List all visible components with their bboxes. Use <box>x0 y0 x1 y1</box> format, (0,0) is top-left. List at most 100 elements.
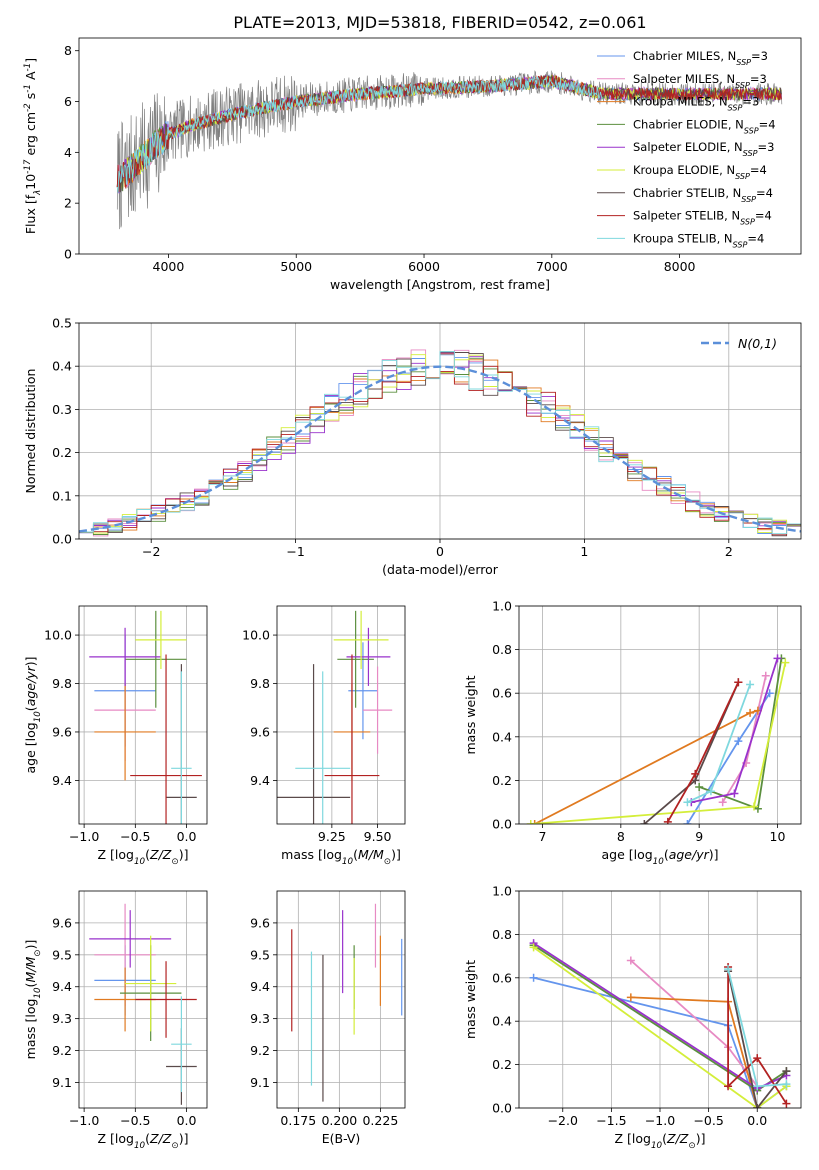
spectrum-legend-label: Salpeter MILES, NSSP=3 <box>633 72 767 90</box>
mass-weight-vs-Z-series-line <box>727 967 788 1105</box>
mass-weight-vs-age-xtick-label: 7 <box>539 829 547 844</box>
residuals-xtick-label: −1 <box>286 544 304 559</box>
mass-weight-vs-Z-series-marker <box>626 993 635 1002</box>
spectrum-xtick-label: 8000 <box>664 259 696 274</box>
mass-weight-vs-age-series-marker <box>706 787 715 796</box>
mass-weight-vs-Z-panel: −2.0 −1.5 −1.0 −0.5 0.0 0.0 0.2 0.4 0.6 0.8 1.0 Z [… <box>463 884 802 1151</box>
mass-weight-vs-age-ytick-label: 0.8 <box>492 642 512 657</box>
mass-vs-ebv-ytick-label: 9.5 <box>250 947 270 962</box>
mass-weight-vs-Z-series-marker <box>753 1054 762 1063</box>
mass-weight-vs-age-series-marker <box>761 671 770 680</box>
mass-weight-vs-Z-plot-area <box>529 939 791 1108</box>
mass-weight-vs-Z-series-marker <box>782 1067 791 1076</box>
mass-weight-vs-Z-series-marker <box>753 1104 762 1108</box>
age-vs-Z-ytick-label: 9.8 <box>52 676 72 691</box>
mass-weight-vs-Z-series-marker <box>724 1082 733 1091</box>
spectrum-xtick-label: 5000 <box>280 259 312 274</box>
spectrum-model-line <box>116 76 604 193</box>
residuals-ylabel: Normed distribution <box>23 369 38 494</box>
spectrum-ytick-label: 6 <box>64 94 72 109</box>
mass-weight-vs-Z-ytick-label: 0.6 <box>492 970 512 985</box>
mass-weight-vs-age-series-marker <box>730 789 739 798</box>
mass-vs-ebv-panel: 0.175 0.200 0.225 9.1 9.2 9.3 9.4 9.5 9.6 E(B-V) <box>250 890 406 1146</box>
spectrum-ytick-label: 2 <box>64 196 72 211</box>
spectrum-legend-label: Salpeter STELIB, NSSP=4 <box>633 209 772 227</box>
age-vs-mass-errorbar-point <box>348 642 378 740</box>
mass-weight-vs-age-series-marker <box>746 680 755 689</box>
age-vs-mass-panel: 9.25 9.50 9.4 9.6 9.8 10.0 mass [log10(M/M⊙)] <box>242 605 406 867</box>
mass-weight-vs-age-series <box>526 658 790 824</box>
mass-vs-ebv-xlabel: E(B-V) <box>322 1131 361 1146</box>
residuals-ytick-label: 0.1 <box>52 488 72 503</box>
mass-weight-vs-age-xtick-label: 9 <box>695 829 703 844</box>
mass-weight-vs-age-series-marker <box>750 802 758 811</box>
mass-weight-vs-age-series-marker <box>683 820 692 824</box>
mass-weight-vs-Z-xtick-label: −1.0 <box>645 1113 675 1128</box>
mass-weight-vs-age-ytick-label: 0.4 <box>492 729 512 744</box>
mass-weight-vs-Z-xtick-label: −1.5 <box>596 1113 626 1128</box>
mass-vs-ebv-plot-area <box>291 903 403 1102</box>
mass-vs-Z-ylabel: mass [log10(M/M⊙)] <box>23 940 43 1060</box>
mass-weight-vs-age-series <box>718 671 770 807</box>
age-vs-mass-xtick-label: 9.25 <box>318 829 346 844</box>
mass-weight-vs-Z-xtick-label: −0.5 <box>693 1113 723 1128</box>
age-vs-mass-xtick-label: 9.50 <box>364 829 392 844</box>
mass-weight-vs-age-series-marker <box>734 678 743 687</box>
mass-vs-ebv-ytick-label: 9.3 <box>250 1011 270 1026</box>
mass-weight-vs-Z-series-marker <box>529 943 538 952</box>
mass-weight-vs-age-xlabel: age [log10(age/yr)] <box>601 847 718 867</box>
panels: 4000 5000 6000 7000 8000 0 2 4 6 8 wavelength [Ang… <box>23 37 802 1151</box>
mass-vs-Z-xtick-label: −1.0 <box>69 1113 99 1128</box>
spectrum-legend-label: Chabrier STELIB, NSSP=4 <box>633 186 773 204</box>
age-vs-mass-frame <box>276 605 406 825</box>
residuals-plot-area <box>79 349 801 537</box>
mass-weight-vs-Z-series <box>724 965 791 1091</box>
mass-weight-vs-age-ytick-label: 0.0 <box>492 817 512 832</box>
residuals-ytick-label: 0.0 <box>52 532 72 547</box>
residuals-xlabel: (data-model)/error <box>382 562 499 577</box>
spectrum-xlabel: wavelength [Angstrom, rest frame] <box>330 277 550 292</box>
mass-vs-Z-errorbar-point <box>125 935 177 1032</box>
age-vs-mass-errorbar-point <box>337 610 374 708</box>
mass-weight-vs-age-ylabel: mass weight <box>463 675 478 754</box>
mass-weight-vs-age-ytick-label: 1.0 <box>492 599 512 614</box>
mass-vs-ebv-xtick-label: 0.225 <box>362 1113 398 1128</box>
mass-weight-vs-age-frame <box>518 605 802 825</box>
residuals-histogram <box>79 350 801 535</box>
mass-vs-Z-ytick-label: 9.1 <box>52 1075 72 1090</box>
mass-weight-vs-age-xtick-label: 8 <box>617 829 625 844</box>
mass-weight-vs-Z-series-marker <box>529 973 538 982</box>
mass-vs-ebv-ytick-label: 9.2 <box>250 1043 270 1058</box>
spectrum-legend-label: Kroupa STELIB, NSSP=4 <box>633 231 764 249</box>
age-vs-mass-ytick-label: 9.8 <box>250 676 270 691</box>
mass-vs-ebv-xtick-label: 0.175 <box>280 1113 316 1128</box>
mass-vs-ebv-ytick-label: 9.1 <box>250 1075 270 1090</box>
mass-weight-vs-Z-series-marker <box>626 956 635 965</box>
mass-weight-vs-age-series-marker <box>663 817 672 824</box>
mass-weight-vs-age-series <box>695 654 786 813</box>
mass-weight-vs-Z-series-marker <box>753 1082 762 1091</box>
mass-weight-vs-Z-series-marker <box>782 1099 791 1108</box>
age-vs-Z-xtick-label: 0.0 <box>177 829 197 844</box>
spectrum-ylabel: Flux [fλ10-17 erg cm-2 s-1 A-1] <box>23 58 43 234</box>
mass-vs-Z-ytick-label: 9.2 <box>52 1043 72 1058</box>
spectrum-frame <box>78 37 802 255</box>
age-vs-Z-errorbar-point <box>125 610 187 708</box>
age-vs-mass-errorbar-point <box>333 610 389 669</box>
age-vs-Z-xtick-label: −1.0 <box>69 829 99 844</box>
age-vs-Z-xtick-label: −0.5 <box>120 829 150 844</box>
spectrum-ytick-label: 4 <box>64 145 72 160</box>
age-vs-Z-errorbar-point <box>171 671 192 824</box>
age-vs-Z-panel: −1.0 −0.5 0.0 9.4 9.6 9.8 10.0 Z [log10(Z/Z⊙)] a… <box>23 605 208 867</box>
age-vs-Z-ylabel: age [log10(age/yr)] <box>23 656 43 773</box>
spectrum-panel: 4000 5000 6000 7000 8000 0 2 4 6 8 wavelength [Ang… <box>23 37 802 292</box>
spectrum-plot-area <box>116 70 783 230</box>
mass-vs-Z-plot-area <box>89 903 197 1105</box>
mass-vs-Z-errorbar-point <box>135 961 197 1038</box>
mass-weight-vs-age-series-marker <box>640 820 649 824</box>
age-vs-Z-errorbar-point <box>89 627 161 686</box>
mass-weight-vs-Z-ylabel: mass weight <box>463 960 478 1039</box>
mass-weight-vs-age-series-marker <box>691 769 700 778</box>
mass-vs-ebv-ytick-label: 9.6 <box>250 915 270 930</box>
